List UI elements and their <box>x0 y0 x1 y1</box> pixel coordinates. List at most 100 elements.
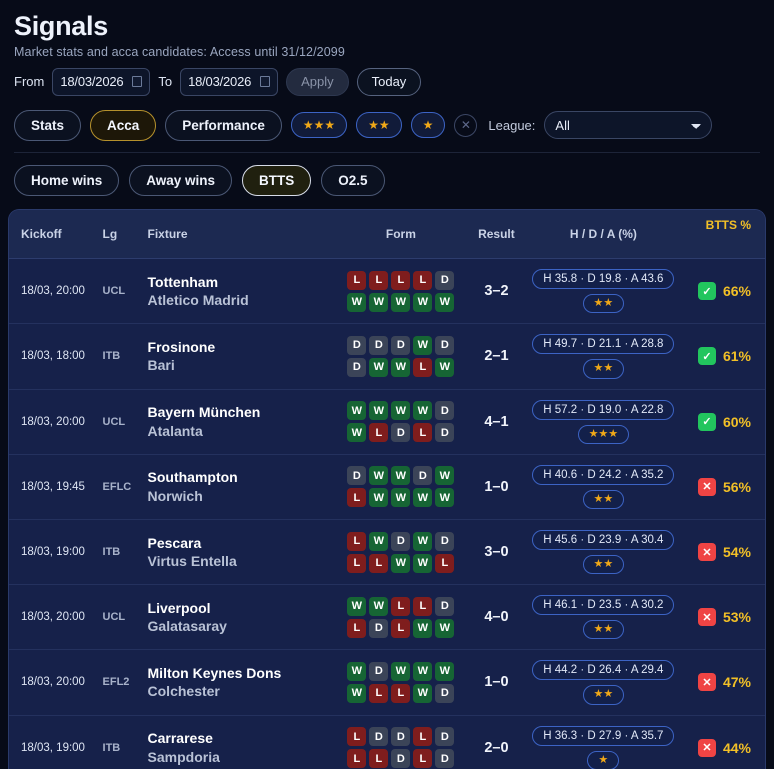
cell-fixture[interactable]: Pescara Virtus Entella <box>148 519 338 584</box>
rating-pill[interactable]: ★★★ <box>577 424 630 444</box>
cell-fixture[interactable]: Bayern München Atalanta <box>148 389 338 454</box>
form-chip-home: W <box>413 531 433 551</box>
form-chip-away: D <box>435 749 455 769</box>
cell-result: 3–0 <box>484 544 509 561</box>
table-row[interactable]: 18/03, 20:00 UCL Bayern München Atalanta W W W… <box>9 389 765 455</box>
form-chip-away: W <box>369 488 389 508</box>
form-chip-home: L <box>413 727 433 747</box>
clear-filters-icon[interactable]: ✕ <box>454 113 478 137</box>
cell-fixture[interactable]: Milton Keynes Dons Colchester <box>148 650 338 715</box>
cross-icon: ✕ <box>697 543 716 562</box>
form-chip-home: W <box>347 596 367 616</box>
fixture-away-team: Atletico Madrid <box>147 292 249 309</box>
table-row[interactable]: 18/03, 20:00 EFL2 Milton Keynes Dons Colche… <box>9 650 765 715</box>
rating-pill[interactable]: ★★ <box>582 620 625 640</box>
fixture-away-team: Bari <box>147 357 175 374</box>
cell-fixture[interactable]: Southampton Norwich <box>148 454 338 519</box>
check-icon: ✓ <box>697 347 716 366</box>
table-row[interactable]: 18/03, 20:00 UCL Tottenham Atletico Madrid L… <box>9 259 765 324</box>
form-chip-away: L <box>347 618 367 638</box>
cell-fixture[interactable]: Tottenham Atletico Madrid <box>148 259 338 324</box>
rating-pill[interactable]: ★★ <box>582 359 625 379</box>
col-kickoff[interactable]: Kickoff <box>9 209 103 260</box>
hda-pill[interactable]: H 44.2 · D 26.4 · A 29.4 <box>532 660 675 681</box>
tab-home-wins[interactable]: Home wins <box>14 164 120 196</box>
star-icon: ★★★ <box>588 427 619 440</box>
league-select[interactable]: All <box>544 111 713 140</box>
form-chip-away: W <box>435 488 455 508</box>
to-date-input[interactable]: 18/03/2026 <box>180 67 279 96</box>
cell-kickoff: 18/03, 19:00 <box>21 741 85 754</box>
hda-pill[interactable]: H 45.6 · D 23.9 · A 30.4 <box>532 529 675 550</box>
col-btts[interactable]: BTTS % <box>678 209 765 260</box>
fixture-away-team: Virtus Entella <box>147 553 237 570</box>
from-date-input[interactable]: 18/03/2026 <box>52 67 151 96</box>
table-row[interactable]: 18/03, 19:45 EFLC Southampton Norwich D W W D W L… <box>9 454 765 520</box>
form-chip-home: D <box>435 531 455 551</box>
btts-percent: 60% <box>722 413 751 430</box>
tab-performance[interactable]: Performance <box>165 109 282 141</box>
cell-fixture[interactable]: Frosinone Bari <box>148 324 338 389</box>
rating-pill[interactable]: ★★ <box>582 685 625 705</box>
tab-stats[interactable]: Stats <box>14 109 82 141</box>
hda-pill[interactable]: H 35.8 · D 19.8 · A 43.6 <box>532 269 675 290</box>
apply-button[interactable]: Apply <box>286 67 349 96</box>
rating-pill[interactable]: ★ <box>587 750 620 769</box>
hda-pill[interactable]: H 49.7 · D 21.1 · A 28.8 <box>532 334 675 355</box>
fixture-home-team: Liverpool <box>147 599 211 616</box>
table-row[interactable]: 18/03, 19:00 ITB Carrarese Sampdoria L D D L D L L… <box>9 715 765 769</box>
cell-hda: H 45.6 · D 23.9 · A 30.4 ★★ <box>529 519 679 584</box>
rating-pill[interactable]: ★★ <box>582 489 625 509</box>
cell-fixture[interactable]: Liverpool Galatasaray <box>148 585 338 650</box>
hda-pill[interactable]: H 36.3 · D 27.9 · A 35.7 <box>532 725 675 746</box>
table-row[interactable]: 18/03, 19:00 ITB Pescara Virtus Entella L W D W… <box>9 519 765 585</box>
form-chip-away: L <box>413 749 433 769</box>
col-result[interactable]: Result <box>464 209 529 260</box>
hda-pill[interactable]: H 57.2 · D 19.0 · A 22.8 <box>532 399 675 420</box>
calendar-icon[interactable] <box>132 76 143 88</box>
cell-hda: H 44.2 · D 26.4 · A 29.4 ★★ <box>529 650 679 715</box>
tab-over25[interactable]: O2.5 <box>321 164 385 196</box>
form-chip-away: L <box>369 553 389 573</box>
star-filter-3[interactable]: ★★★ <box>290 112 348 139</box>
market-tabs: Home wins Away wins BTTS O2.5 <box>0 153 774 209</box>
date-range-controls: From 18/03/2026 To 18/03/2026 Apply Toda… <box>14 67 760 96</box>
form-chip-away: D <box>435 683 455 703</box>
fixture-away-team: Norwich <box>147 487 203 504</box>
fixture-away-team: Atalanta <box>147 422 203 439</box>
form-chip-home: W <box>347 401 367 421</box>
form-chip-home: W <box>347 661 367 681</box>
cell-fixture[interactable]: Carrarese Sampdoria <box>148 715 338 769</box>
form-chip-away: W <box>413 683 433 703</box>
form-chip-home: W <box>369 401 389 421</box>
hda-pill[interactable]: H 46.1 · D 23.5 · A 30.2 <box>532 595 675 616</box>
star-filter-1[interactable]: ★ <box>410 112 446 139</box>
form-chip-away: W <box>435 292 455 312</box>
table-row[interactable]: 18/03, 20:00 UCL Liverpool Galatasaray W W L L D… <box>9 585 765 650</box>
hda-pill[interactable]: H 40.6 · D 24.2 · A 35.2 <box>532 464 675 485</box>
star-filter-2[interactable]: ★★ <box>356 112 402 139</box>
table-row[interactable]: 18/03, 18:00 ITB Frosinone Bari D D D W D D W W L W 2–… <box>9 324 765 390</box>
rating-pill[interactable]: ★★ <box>582 554 625 575</box>
col-hda[interactable]: H / D / A (%) <box>528 209 679 260</box>
tab-btts[interactable]: BTTS <box>242 164 312 196</box>
tab-acca[interactable]: Acca <box>90 109 157 141</box>
col-fixture[interactable]: Fixture <box>147 209 338 260</box>
col-form[interactable]: Form <box>337 209 465 260</box>
calendar-icon[interactable] <box>260 76 271 88</box>
form-chip-home: D <box>435 596 455 616</box>
rating-pill[interactable]: ★★ <box>582 294 625 314</box>
form-chip-away: W <box>347 683 367 703</box>
col-lg[interactable]: Lg <box>102 209 148 260</box>
cell-result: 4–0 <box>484 609 509 626</box>
cell-result: 2–1 <box>484 348 509 365</box>
fixture-home-team: Pescara <box>147 534 202 551</box>
star-icon: ★★ <box>593 362 614 375</box>
today-button[interactable]: Today <box>356 67 422 96</box>
fixture-home-team: Bayern München <box>147 404 261 421</box>
tab-away-wins[interactable]: Away wins <box>129 164 233 196</box>
